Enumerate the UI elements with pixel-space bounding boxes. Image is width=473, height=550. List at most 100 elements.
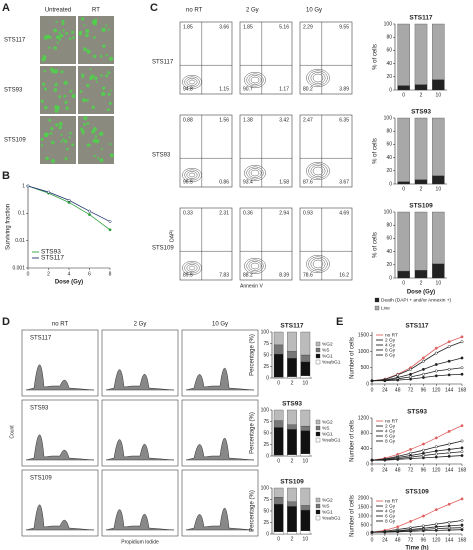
data-point	[460, 372, 464, 376]
cell-dot	[65, 32, 69, 35]
cell-dot	[78, 32, 82, 36]
contour	[308, 256, 328, 272]
cell-dot	[92, 127, 97, 132]
series-line	[371, 341, 463, 382]
column-label: no RT	[186, 8, 203, 14]
cell-dot	[89, 76, 93, 81]
contour	[188, 79, 196, 85]
bar-segment	[414, 179, 428, 185]
legend-swatch	[315, 503, 321, 509]
flow-plot	[299, 21, 353, 95]
y-axis-label: Percentage (%)	[250, 412, 256, 454]
histogram-peak	[25, 434, 95, 461]
data-point	[447, 359, 451, 363]
data-point	[421, 359, 425, 363]
y-tick-label: 50	[263, 352, 269, 358]
bar-segment	[432, 23, 445, 80]
cell-dot	[42, 82, 46, 86]
legend-label: no RT	[385, 418, 398, 424]
y-axis-label: % of cells	[373, 44, 379, 70]
legend-label: %S	[322, 503, 329, 509]
cell-dot	[65, 147, 69, 151]
bar-segment	[432, 79, 445, 91]
bar-segment	[273, 409, 284, 421]
panel-label: D	[2, 316, 10, 328]
cell-dot	[93, 35, 96, 39]
legend-swatch	[315, 425, 321, 431]
y-tick-label: 80	[386, 35, 392, 41]
data-point	[421, 356, 425, 360]
x-tick-label: 168	[458, 467, 467, 473]
cell-dot	[43, 105, 48, 110]
column-label: 10 Gy	[306, 8, 322, 14]
y-tick-label: 25	[263, 364, 269, 370]
data-point	[409, 372, 413, 376]
quadrant-value: 9.55	[339, 24, 349, 30]
cell-dot	[106, 108, 110, 112]
y-tick-label: 1	[22, 183, 25, 189]
chart-title: STS117	[280, 323, 304, 330]
bar-segment	[273, 487, 284, 498]
cell-dot	[43, 87, 48, 91]
bar-segment	[287, 409, 297, 425]
cell-dot	[72, 95, 75, 99]
bar-segment	[287, 487, 297, 502]
contour	[244, 257, 266, 275]
y-tick-label: 0	[366, 531, 369, 537]
data-point	[447, 367, 451, 371]
x-tick-label: 72	[408, 467, 414, 473]
y-axis-label: Number of cells	[350, 420, 356, 462]
quadrant-value: 3.66	[219, 24, 229, 30]
cell-dot	[58, 121, 63, 126]
cell-dot	[80, 17, 85, 21]
y-tick-label: 50	[263, 508, 269, 514]
contour	[306, 254, 330, 274]
panel-label: B	[2, 170, 10, 182]
chart-title: STS109	[405, 489, 429, 496]
legend-swatch	[315, 437, 321, 443]
bar-segment	[273, 531, 284, 535]
data-point	[383, 530, 387, 534]
bar-segment	[414, 211, 428, 271]
legend-label: 6 Gy	[385, 513, 396, 519]
y-tick-label: 1500	[358, 504, 369, 510]
cell-dot	[92, 21, 98, 26]
data-point	[460, 523, 464, 527]
column-label: no RT	[52, 322, 69, 328]
y-tick-label: 0	[389, 181, 392, 187]
cell-dot	[60, 133, 63, 137]
x-tick-label: 2	[291, 458, 294, 464]
data-point	[434, 351, 438, 355]
data-point	[434, 436, 438, 440]
contour	[310, 72, 326, 84]
quadrant-value: 3.67	[339, 179, 349, 185]
cell-dot	[79, 90, 83, 93]
chart-title: STS117	[409, 15, 433, 22]
y-tick-label: 100	[384, 21, 393, 27]
data-point	[88, 213, 91, 217]
series-line	[371, 367, 463, 382]
cell-dot	[69, 89, 73, 93]
x-tick-label: 144	[445, 467, 454, 473]
data-point	[421, 442, 425, 446]
bar-segment	[432, 211, 445, 265]
legend-label: 4 Gy	[385, 508, 396, 514]
cell-dot	[105, 74, 109, 78]
series-line	[372, 529, 463, 533]
cell-dot	[55, 123, 59, 127]
y-tick-label: 20	[386, 168, 392, 174]
data-point	[26, 184, 30, 188]
data-point	[447, 340, 451, 344]
cell-dot	[100, 91, 106, 97]
data-point	[460, 439, 464, 443]
data-point	[47, 190, 50, 194]
legend-label: 2 Gy	[385, 423, 396, 429]
legend-swatch	[315, 341, 321, 347]
x-tick-label: 0	[402, 186, 405, 192]
axis-label: Annexin V	[240, 283, 263, 289]
chart-title: STS93	[282, 401, 302, 408]
contour	[184, 76, 200, 88]
x-tick-label: 48	[395, 467, 401, 473]
data-point	[434, 452, 438, 456]
quadrant-value: 4.69	[339, 210, 349, 216]
